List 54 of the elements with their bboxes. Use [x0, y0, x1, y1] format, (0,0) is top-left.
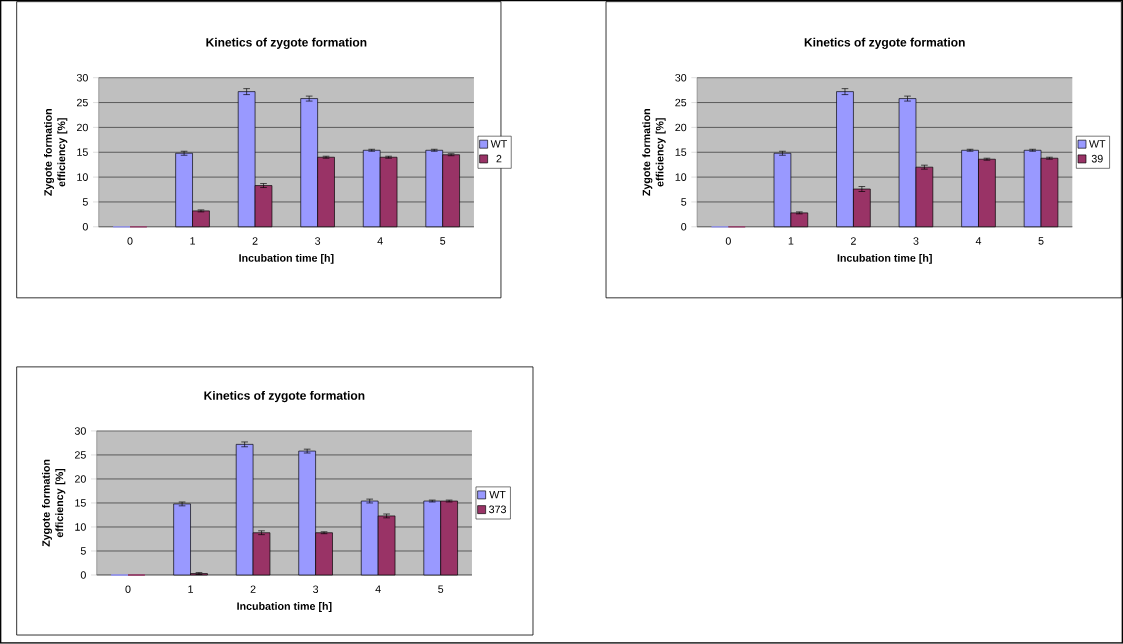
x-tick-label: 1	[188, 585, 193, 593]
y-tick-label: 0	[80, 571, 86, 579]
chart-title: Kinetics of zygote formation	[204, 391, 365, 403]
legend-label: WT	[489, 491, 506, 499]
y-tick-label: 25	[77, 98, 88, 107]
y-axis-title: Zygote formation efficiency [%]	[642, 109, 666, 196]
chart-title: Kinetics of zygote formation	[804, 37, 965, 50]
x-tick-label: 5	[438, 585, 444, 593]
y-tick-label: 20	[675, 123, 687, 132]
x-tick-label: 1	[190, 237, 195, 245]
x-tick-label: 3	[313, 585, 319, 594]
x-tick-label: 0	[725, 237, 731, 245]
y-tick-label: 30	[675, 74, 687, 82]
y-tick-label: 0	[82, 223, 88, 231]
y-axis-title: Zygote formation efficiency [%]	[44, 109, 68, 196]
x-axis-title: Incubation time [h]	[237, 602, 332, 613]
legend-label: 373	[489, 505, 506, 514]
x-tick-label: 2	[252, 237, 258, 245]
x-tick-label: 5	[440, 237, 446, 245]
y-tick-label: 5	[80, 547, 86, 555]
x-tick-label: 4	[375, 585, 381, 593]
x-tick-label: 4	[377, 237, 383, 245]
y-tick-label: 15	[75, 499, 86, 507]
x-tick-label: 0	[125, 585, 131, 594]
y-tick-label: 15	[77, 148, 88, 157]
y-tick-label: 0	[681, 223, 687, 231]
x-tick-label: 5	[1038, 237, 1044, 245]
x-tick-label: 1	[788, 237, 794, 245]
legend-label: 2	[496, 155, 502, 163]
y-tick-label: 30	[76, 74, 88, 82]
y-tick-label: 20	[77, 123, 88, 132]
y-tick-label: 5	[681, 198, 687, 206]
y-tick-label: 25	[675, 98, 687, 107]
y-tick-label: 10	[77, 173, 88, 182]
y-tick-label: 30	[74, 427, 86, 435]
legend-label: 39	[1091, 155, 1103, 163]
y-tick-label: 5	[82, 198, 88, 206]
x-tick-label: 3	[913, 237, 919, 245]
y-tick-label: 10	[675, 173, 687, 182]
x-tick-label: 2	[851, 237, 856, 245]
legend-label: WT	[490, 140, 507, 148]
y-tick-label: 25	[75, 451, 86, 459]
y-tick-label: 15	[675, 148, 687, 157]
x-tick-label: 2	[250, 585, 256, 593]
y-axis-title: Zygote formation efficiency [%]	[42, 459, 66, 547]
x-tick-label: 4	[975, 237, 982, 245]
x-axis-title: Incubation time [h]	[239, 254, 334, 265]
x-tick-label: 0	[127, 237, 133, 245]
y-tick-label: 20	[75, 475, 86, 483]
x-tick-label: 3	[315, 237, 321, 245]
chart-title: Kinetics of zygote formation	[206, 37, 367, 50]
legend-label: WT	[1089, 140, 1106, 148]
x-axis-title: Incubation time [h]	[837, 254, 932, 265]
y-tick-label: 10	[75, 523, 86, 531]
